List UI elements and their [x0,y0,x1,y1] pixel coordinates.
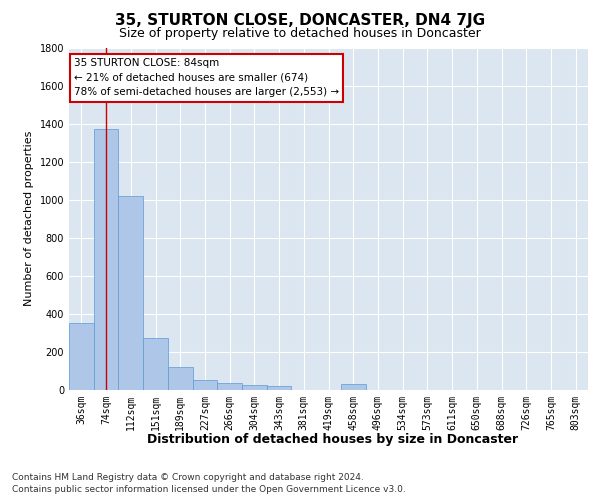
Bar [69,324,94,390]
Text: 35, STURTON CLOSE, DONCASTER, DN4 7JG: 35, STURTON CLOSE, DONCASTER, DN4 7JG [115,12,485,28]
Bar [242,385,267,390]
Bar [267,386,292,390]
Text: Size of property relative to detached houses in Doncaster: Size of property relative to detached ho… [119,28,481,40]
Bar [217,384,242,390]
Bar [341,384,365,390]
Text: Distribution of detached houses by size in Doncaster: Distribution of detached houses by size … [148,432,518,446]
Bar [94,130,118,390]
Bar [168,367,193,390]
Text: Contains HM Land Registry data © Crown copyright and database right 2024.: Contains HM Land Registry data © Crown c… [12,472,364,482]
Y-axis label: Number of detached properties: Number of detached properties [24,131,34,306]
Text: Contains public sector information licensed under the Open Government Licence v3: Contains public sector information licen… [12,485,406,494]
Bar [193,380,217,390]
Bar [118,196,143,390]
Text: 35 STURTON CLOSE: 84sqm
← 21% of detached houses are smaller (674)
78% of semi-d: 35 STURTON CLOSE: 84sqm ← 21% of detache… [74,58,340,98]
Bar [143,338,168,390]
